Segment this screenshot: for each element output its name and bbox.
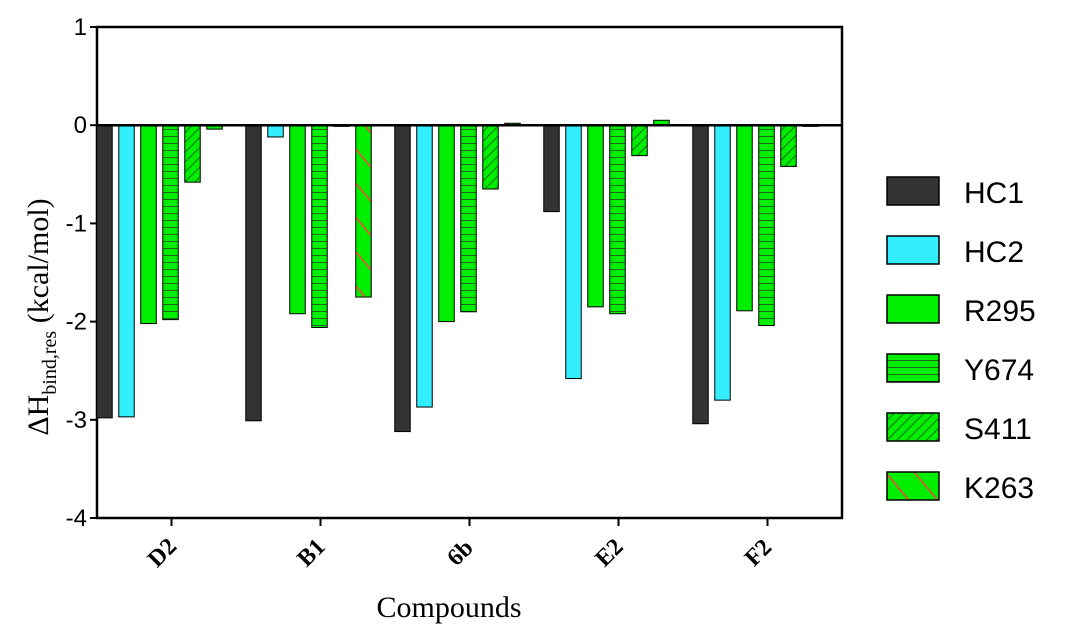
bar-k263-b1: [355, 124, 372, 298]
legend-item-r295: R295: [886, 294, 1036, 328]
legend-label: Y674: [964, 354, 1034, 387]
legend-swatch: [886, 176, 940, 206]
y-axis-title: ΔHbind,res (kcal/mol): [22, 198, 61, 435]
legend-item-y674: Y674: [886, 353, 1034, 387]
y-axis-title-sub: bind,res: [39, 331, 61, 395]
x-tick-label: E2: [590, 534, 628, 572]
bar-hc2-b1: [267, 124, 284, 138]
legend-swatch: [886, 412, 940, 442]
x-tick-label: B1: [292, 534, 330, 572]
y-axis-title-main: ΔH: [22, 395, 55, 436]
bar-y674-f2: [758, 124, 775, 327]
bar-r295-d2: [140, 124, 157, 325]
bar-y674-d2: [162, 124, 179, 321]
bar-y674-e2: [609, 124, 626, 315]
y-tick-label: -4: [66, 505, 87, 532]
x-tick-label: 6b: [442, 535, 478, 571]
x-tick-label: D2: [143, 533, 182, 572]
x-tick-label: F2: [740, 534, 777, 571]
x-axis: D2 B1 6b E2 F2: [143, 518, 777, 573]
legend-item-hc2: HC2: [886, 235, 1024, 269]
bar-hc2-d2: [118, 124, 135, 418]
bar-hc1-b1: [245, 124, 262, 422]
y-axis-title-units: (kcal/mol): [22, 198, 55, 330]
x-axis-title: Compounds: [376, 591, 521, 624]
bar-s411-6b: [482, 124, 499, 190]
bar-y674-b1: [311, 124, 328, 328]
bar-r295-6b: [438, 124, 455, 323]
y-tick-label: -2: [66, 309, 87, 336]
y-tick-label: -1: [66, 210, 87, 237]
bar-y674-6b: [460, 124, 477, 313]
bar-hc1-d2: [96, 124, 113, 419]
bar-r295-b1: [289, 124, 306, 315]
y-tick-label: -3: [66, 407, 87, 434]
bar-s411-e2: [631, 124, 648, 157]
legend: HC1 HC2 R295 Y674 S411 K263: [886, 176, 1036, 505]
bars: [96, 119, 819, 433]
legend-item-k263: K263: [886, 471, 1034, 505]
svg-text:ΔHbind,res (kcal/mol): ΔHbind,res (kcal/mol): [22, 198, 61, 435]
legend-item-s411: S411: [886, 412, 1032, 446]
legend-swatch: [886, 353, 940, 383]
legend-swatch: [886, 294, 940, 324]
legend-label: HC1: [964, 177, 1024, 210]
legend-label: R295: [964, 295, 1036, 328]
bar-hc1-f2: [692, 124, 709, 425]
bar-s411-d2: [184, 124, 201, 183]
y-tick-label: 1: [74, 14, 87, 41]
bar-hc1-e2: [543, 124, 560, 213]
legend-label: K263: [964, 472, 1034, 505]
bar-r295-f2: [736, 124, 753, 312]
bar-hc2-6b: [416, 124, 433, 408]
legend-swatch: [886, 471, 940, 501]
bar-hc2-f2: [714, 124, 731, 401]
legend-label: S411: [964, 413, 1032, 446]
y-axis: 1 0 -1 -2 -3 -4: [66, 14, 97, 532]
bar-hc1-6b: [394, 124, 411, 433]
y-tick-label: 0: [74, 112, 87, 139]
legend-swatch: [886, 235, 940, 265]
bar-r295-e2: [587, 124, 604, 308]
bar-s411-f2: [780, 124, 797, 167]
bar-hc2-e2: [565, 124, 582, 380]
legend-item-hc1: HC1: [886, 176, 1024, 210]
legend-label: HC2: [964, 236, 1024, 269]
